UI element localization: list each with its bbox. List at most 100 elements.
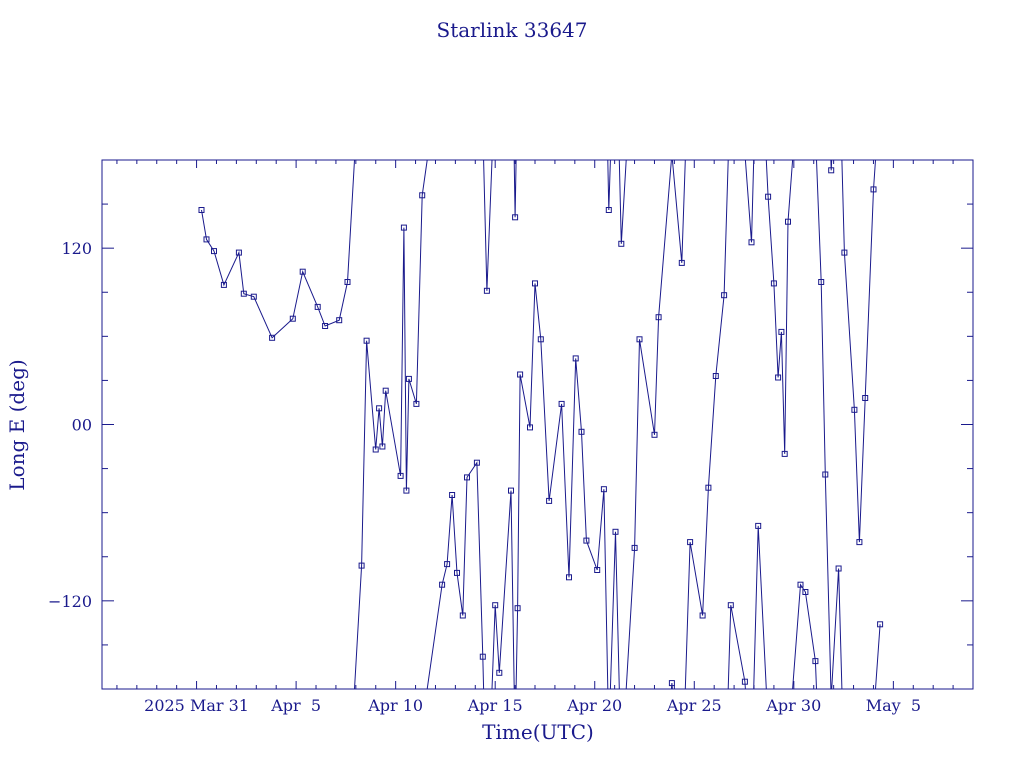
data-point xyxy=(721,292,728,299)
data-point xyxy=(336,317,343,324)
data-point xyxy=(605,207,612,213)
data-point xyxy=(578,428,585,435)
data-point xyxy=(770,280,777,287)
data-point xyxy=(508,487,514,494)
data-point xyxy=(454,569,460,576)
data-point xyxy=(479,653,486,660)
data-point xyxy=(877,621,884,628)
data-point xyxy=(583,537,590,544)
data-point xyxy=(382,387,389,394)
data-point xyxy=(240,290,247,297)
data-point xyxy=(413,400,420,407)
data-point xyxy=(781,450,788,457)
data-point xyxy=(655,314,662,321)
data-point xyxy=(668,680,675,687)
data-point xyxy=(705,484,712,491)
chart-title: Starlink 33647 xyxy=(437,18,588,42)
x-tick-label: Apr 30 xyxy=(765,696,821,715)
x-tick-label: 2025 Mar 31 xyxy=(144,696,249,715)
data-point xyxy=(636,336,643,343)
data-point xyxy=(828,167,835,174)
data-point xyxy=(818,279,825,285)
y-tick-label: 120 xyxy=(61,239,92,258)
data-point xyxy=(870,186,877,193)
data-point xyxy=(687,539,694,546)
data-point xyxy=(822,471,829,478)
data-point xyxy=(727,602,734,609)
x-tick-label: Apr 25 xyxy=(666,696,722,715)
data-point xyxy=(512,214,519,221)
data-point xyxy=(405,375,412,382)
data-point xyxy=(496,669,503,676)
data-point xyxy=(546,497,553,504)
data-point xyxy=(211,248,217,255)
data-point xyxy=(483,287,490,294)
data-point xyxy=(344,279,351,285)
data-point xyxy=(492,602,499,609)
data-point xyxy=(778,328,785,335)
data-point xyxy=(537,336,544,343)
data-point xyxy=(678,259,685,266)
x-tick-label: Apr 10 xyxy=(367,696,423,715)
data-point xyxy=(397,472,404,479)
data-point xyxy=(651,431,658,438)
data-point xyxy=(220,281,227,288)
data-point xyxy=(198,207,205,213)
data-point xyxy=(449,492,456,498)
data-point xyxy=(235,249,242,256)
series-line xyxy=(201,160,881,689)
data-point xyxy=(464,474,470,481)
data-point xyxy=(439,581,446,588)
data-point xyxy=(517,371,524,378)
data-point xyxy=(712,373,719,379)
y-tick-label: 00 xyxy=(72,416,92,435)
x-tick-label: May 5 xyxy=(866,696,921,715)
x-tick-label: Apr 15 xyxy=(467,696,523,715)
plot-frame xyxy=(101,159,974,690)
data-point xyxy=(631,544,638,551)
data-point xyxy=(379,443,386,450)
x-tick-label: Apr 5 xyxy=(270,696,321,715)
data-point xyxy=(741,678,748,685)
data-point xyxy=(841,249,848,256)
data-point xyxy=(862,395,869,401)
data-point xyxy=(444,561,451,568)
x-axis-label: Time(UTC) xyxy=(482,720,594,744)
y-axis-label: Long E (deg) xyxy=(5,359,29,490)
data-point xyxy=(618,240,625,247)
data-point xyxy=(269,334,276,341)
data-point xyxy=(785,218,791,225)
data-point xyxy=(358,562,365,569)
data-point xyxy=(765,193,772,200)
axis-ticks xyxy=(102,159,974,690)
x-tick-label: Apr 20 xyxy=(566,696,622,715)
data-point xyxy=(566,574,572,581)
data-point xyxy=(314,303,321,310)
data-point xyxy=(473,459,480,466)
data-point xyxy=(612,528,619,535)
data-point xyxy=(376,405,383,412)
data-point xyxy=(775,374,782,381)
data-point xyxy=(400,224,407,231)
data-point xyxy=(856,539,863,546)
data-point xyxy=(372,446,379,453)
data-point xyxy=(203,236,210,243)
data-point xyxy=(527,424,533,431)
data-point xyxy=(363,337,370,344)
data-point xyxy=(558,400,565,407)
data-point xyxy=(322,323,329,329)
data-point xyxy=(250,293,257,300)
data-point xyxy=(797,581,804,588)
data-point xyxy=(289,315,296,322)
data-point xyxy=(748,239,755,246)
data-point xyxy=(514,605,521,612)
y-tick-label: −120 xyxy=(48,592,92,611)
data-point xyxy=(600,486,607,493)
data-point xyxy=(403,487,410,494)
data-point xyxy=(851,406,858,413)
data-point xyxy=(419,192,426,199)
y-tick-labels: 120 00 −120 xyxy=(48,239,92,611)
data-point xyxy=(459,612,466,619)
